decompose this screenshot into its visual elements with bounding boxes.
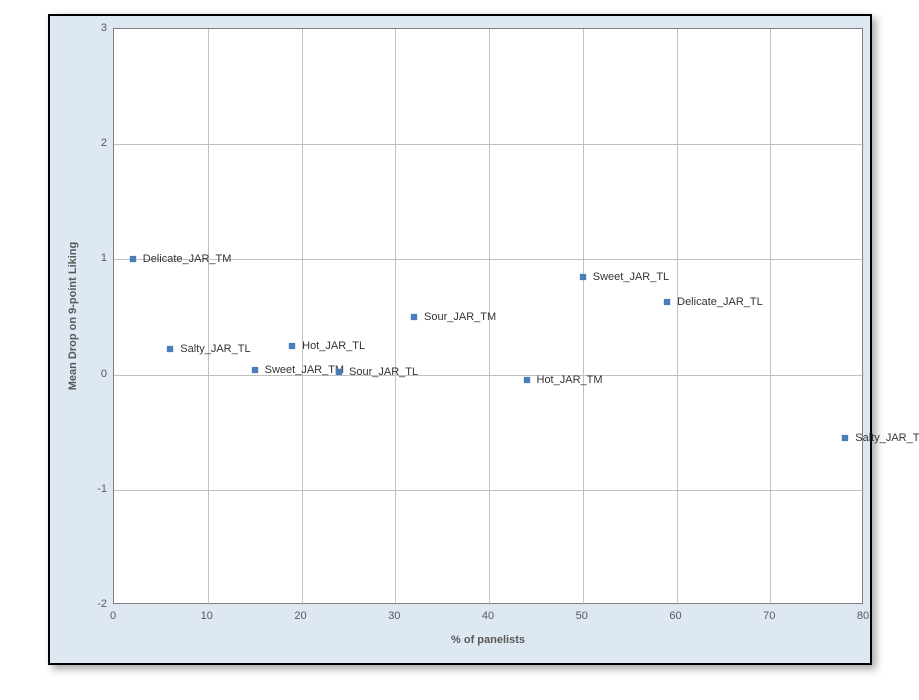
data-marker	[286, 339, 299, 352]
y-axis-label: Mean Drop on 9-point Liking	[67, 242, 79, 391]
plot-area: Delicate_JAR_TM Salty_JAR_TL Sweet_JAR_TM H…	[113, 28, 863, 604]
x-tick-label: 10	[201, 610, 213, 622]
data-marker	[408, 311, 421, 324]
grid-vline	[770, 29, 771, 605]
y-tick-label: -1	[93, 483, 107, 495]
data-marker	[839, 432, 852, 445]
grid-vline	[395, 29, 396, 605]
x-tick-label: 0	[110, 610, 116, 622]
data-label: Salty_JAR_TL	[180, 343, 250, 355]
grid-vline	[583, 29, 584, 605]
data-label: Hot_JAR_TM	[537, 374, 603, 386]
x-tick-label: 40	[482, 610, 494, 622]
chart-container: Delicate_JAR_TM Salty_JAR_TL Sweet_JAR_TM H…	[0, 0, 919, 700]
grid-vline	[208, 29, 209, 605]
grid-hline	[114, 144, 864, 145]
data-label: Sweet_JAR_TL	[593, 271, 669, 283]
x-tick-label: 80	[857, 610, 869, 622]
x-axis-label: % of panelists	[451, 634, 525, 646]
data-label: Sour_JAR_TL	[349, 366, 418, 378]
grid-vline	[302, 29, 303, 605]
data-label: Sour_JAR_TM	[424, 311, 496, 323]
chart-frame: Delicate_JAR_TM Salty_JAR_TL Sweet_JAR_TM H…	[48, 14, 872, 665]
data-label: Hot_JAR_TL	[302, 340, 365, 352]
data-marker	[520, 374, 533, 387]
x-tick-label: 60	[669, 610, 681, 622]
y-tick-label: 0	[93, 368, 107, 380]
grid-hline	[114, 490, 864, 491]
x-tick-label: 30	[388, 610, 400, 622]
data-label: Delicate_JAR_TL	[677, 296, 763, 308]
y-tick-label: 1	[93, 252, 107, 264]
data-marker	[661, 296, 674, 309]
data-marker	[164, 343, 177, 356]
y-tick-label: 3	[93, 22, 107, 34]
x-tick-label: 70	[763, 610, 775, 622]
y-tick-label: -2	[93, 598, 107, 610]
grid-hline	[114, 375, 864, 376]
x-tick-label: 20	[294, 610, 306, 622]
y-tick-label: 2	[93, 137, 107, 149]
data-label: Delicate_JAR_TM	[143, 253, 232, 265]
x-tick-label: 50	[576, 610, 588, 622]
grid-vline	[677, 29, 678, 605]
data-label: Sweet_JAR_TM	[265, 364, 344, 376]
data-label: Salty_JAR_TM	[855, 432, 919, 444]
